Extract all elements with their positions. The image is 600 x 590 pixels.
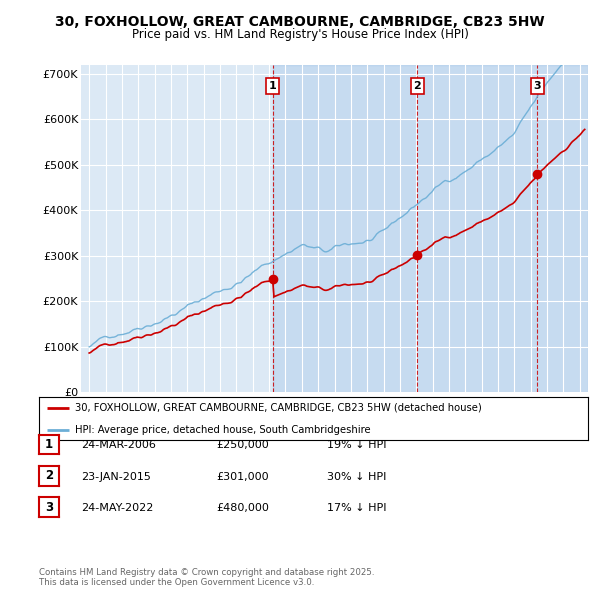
Text: 1: 1 bbox=[45, 438, 53, 451]
Text: 19% ↓ HPI: 19% ↓ HPI bbox=[327, 441, 386, 450]
Text: Contains HM Land Registry data © Crown copyright and database right 2025.
This d: Contains HM Land Registry data © Crown c… bbox=[39, 568, 374, 587]
Bar bbox=[273, 65, 588, 392]
Text: 17% ↓ HPI: 17% ↓ HPI bbox=[327, 503, 386, 513]
Text: 30, FOXHOLLOW, GREAT CAMBOURNE, CAMBRIDGE, CB23 5HW (detached house): 30, FOXHOLLOW, GREAT CAMBOURNE, CAMBRIDG… bbox=[74, 403, 481, 412]
Text: 24-MAY-2022: 24-MAY-2022 bbox=[81, 503, 154, 513]
Text: £250,000: £250,000 bbox=[216, 441, 269, 450]
Text: 30% ↓ HPI: 30% ↓ HPI bbox=[327, 472, 386, 481]
Text: 3: 3 bbox=[45, 500, 53, 514]
Text: 2: 2 bbox=[45, 469, 53, 483]
Text: Price paid vs. HM Land Registry's House Price Index (HPI): Price paid vs. HM Land Registry's House … bbox=[131, 28, 469, 41]
Text: 24-MAR-2006: 24-MAR-2006 bbox=[81, 441, 156, 450]
Text: 23-JAN-2015: 23-JAN-2015 bbox=[81, 472, 151, 481]
Text: 3: 3 bbox=[533, 81, 541, 91]
Text: £301,000: £301,000 bbox=[216, 472, 269, 481]
Text: 2: 2 bbox=[413, 81, 421, 91]
Text: 30, FOXHOLLOW, GREAT CAMBOURNE, CAMBRIDGE, CB23 5HW: 30, FOXHOLLOW, GREAT CAMBOURNE, CAMBRIDG… bbox=[55, 15, 545, 29]
Text: £480,000: £480,000 bbox=[216, 503, 269, 513]
Text: 1: 1 bbox=[269, 81, 277, 91]
Text: HPI: Average price, detached house, South Cambridgeshire: HPI: Average price, detached house, Sout… bbox=[74, 425, 370, 435]
